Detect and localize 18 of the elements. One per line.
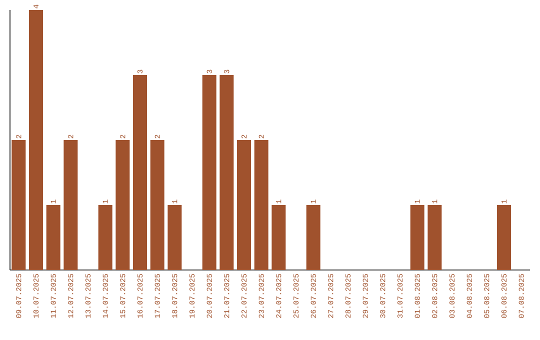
bar (237, 140, 251, 270)
bar (202, 75, 216, 270)
bar (306, 205, 320, 270)
bar (220, 75, 234, 270)
bar (64, 140, 78, 270)
bar (116, 140, 130, 270)
bar (133, 75, 147, 270)
bar (410, 205, 424, 270)
bar (29, 10, 43, 270)
bar (497, 205, 512, 270)
bar (12, 140, 26, 270)
bar (150, 140, 164, 270)
bar (272, 205, 286, 270)
bar (254, 140, 268, 270)
bar (98, 205, 112, 270)
bar (46, 205, 60, 270)
bar (428, 205, 442, 270)
bar (168, 205, 182, 270)
